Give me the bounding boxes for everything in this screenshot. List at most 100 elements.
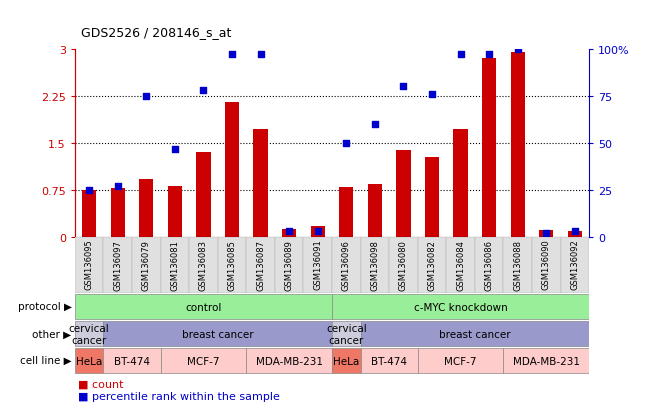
Bar bbox=[389, 237, 418, 293]
Text: ■ count: ■ count bbox=[78, 378, 124, 388]
Text: GSM136085: GSM136085 bbox=[227, 239, 236, 290]
Text: breast cancer: breast cancer bbox=[439, 329, 510, 339]
Bar bbox=[425, 157, 439, 237]
Point bbox=[570, 228, 580, 235]
Text: GSM136095: GSM136095 bbox=[85, 239, 94, 290]
Text: MDA-MB-231: MDA-MB-231 bbox=[256, 356, 323, 366]
Bar bbox=[75, 321, 104, 347]
Point bbox=[456, 52, 466, 59]
Bar bbox=[303, 237, 332, 293]
Bar bbox=[217, 237, 246, 293]
Text: BT-474: BT-474 bbox=[114, 356, 150, 366]
Bar bbox=[253, 130, 268, 237]
Text: cervical
cancer: cervical cancer bbox=[326, 323, 367, 345]
Bar bbox=[454, 130, 467, 237]
Text: GDS2526 / 208146_s_at: GDS2526 / 208146_s_at bbox=[81, 26, 232, 39]
Bar bbox=[104, 348, 161, 373]
Bar bbox=[104, 237, 132, 293]
Bar bbox=[332, 294, 589, 320]
Text: GSM136096: GSM136096 bbox=[342, 239, 351, 290]
Bar bbox=[332, 348, 361, 373]
Text: HeLa: HeLa bbox=[76, 356, 102, 366]
Text: GSM136092: GSM136092 bbox=[570, 239, 579, 290]
Bar bbox=[82, 190, 96, 237]
Text: GSM136084: GSM136084 bbox=[456, 239, 465, 290]
Text: GSM136082: GSM136082 bbox=[428, 239, 437, 290]
Text: cervical
cancer: cervical cancer bbox=[69, 323, 109, 345]
Text: GSM136081: GSM136081 bbox=[171, 239, 180, 290]
Point bbox=[284, 228, 294, 235]
Point bbox=[541, 230, 551, 237]
Point bbox=[512, 46, 523, 53]
Text: control: control bbox=[186, 302, 221, 312]
Bar bbox=[532, 237, 561, 293]
Text: MCF-7: MCF-7 bbox=[445, 356, 477, 366]
Text: other ▶: other ▶ bbox=[33, 328, 72, 339]
Bar bbox=[75, 348, 104, 373]
Text: GSM136097: GSM136097 bbox=[113, 239, 122, 290]
Bar bbox=[418, 237, 447, 293]
Point bbox=[370, 121, 380, 128]
Bar bbox=[225, 103, 239, 237]
Point bbox=[141, 93, 152, 100]
Bar bbox=[139, 180, 154, 237]
Text: GSM136079: GSM136079 bbox=[142, 239, 151, 290]
Text: GSM136091: GSM136091 bbox=[313, 239, 322, 290]
Text: GSM136083: GSM136083 bbox=[199, 239, 208, 290]
Bar bbox=[418, 348, 503, 373]
Text: GSM136080: GSM136080 bbox=[399, 239, 408, 290]
Bar bbox=[561, 237, 589, 293]
Bar bbox=[282, 229, 296, 237]
Bar bbox=[332, 237, 361, 293]
Text: MDA-MB-231: MDA-MB-231 bbox=[513, 356, 580, 366]
Text: cell line ▶: cell line ▶ bbox=[20, 355, 72, 366]
Bar bbox=[132, 237, 161, 293]
Point bbox=[170, 146, 180, 152]
Bar bbox=[361, 348, 418, 373]
Point bbox=[84, 187, 94, 194]
Point bbox=[198, 88, 208, 94]
Bar bbox=[189, 237, 217, 293]
Text: HeLa: HeLa bbox=[333, 356, 359, 366]
Bar bbox=[104, 321, 332, 347]
Text: c-MYC knockdown: c-MYC knockdown bbox=[413, 302, 508, 312]
Point bbox=[398, 84, 409, 90]
Point bbox=[484, 52, 494, 59]
Bar bbox=[246, 237, 275, 293]
Text: MCF-7: MCF-7 bbox=[187, 356, 219, 366]
Bar bbox=[482, 59, 496, 237]
Point bbox=[227, 52, 237, 59]
Point bbox=[113, 183, 123, 190]
Point bbox=[427, 91, 437, 98]
Bar bbox=[111, 189, 125, 237]
Bar bbox=[503, 348, 589, 373]
Bar bbox=[275, 237, 303, 293]
Text: protocol ▶: protocol ▶ bbox=[18, 301, 72, 312]
Bar bbox=[368, 184, 382, 237]
Text: breast cancer: breast cancer bbox=[182, 329, 253, 339]
Text: GSM136086: GSM136086 bbox=[484, 239, 493, 290]
Bar bbox=[539, 230, 553, 237]
Bar bbox=[568, 231, 582, 237]
Bar bbox=[361, 237, 389, 293]
Text: GSM136087: GSM136087 bbox=[256, 239, 265, 290]
Text: GSM136089: GSM136089 bbox=[284, 239, 294, 290]
Bar bbox=[510, 53, 525, 237]
Bar bbox=[197, 153, 210, 237]
Bar bbox=[447, 237, 475, 293]
Bar bbox=[503, 237, 532, 293]
Bar bbox=[311, 226, 325, 237]
Bar bbox=[161, 348, 246, 373]
Bar bbox=[339, 188, 353, 237]
Bar bbox=[475, 237, 503, 293]
Bar bbox=[246, 348, 332, 373]
Text: BT-474: BT-474 bbox=[371, 356, 407, 366]
Point bbox=[341, 140, 352, 147]
Point bbox=[255, 52, 266, 59]
Text: ■ percentile rank within the sample: ■ percentile rank within the sample bbox=[78, 391, 280, 401]
Text: GSM136098: GSM136098 bbox=[370, 239, 380, 290]
Bar bbox=[75, 294, 332, 320]
Bar bbox=[332, 321, 361, 347]
Point bbox=[312, 228, 323, 235]
Text: GSM136088: GSM136088 bbox=[513, 239, 522, 290]
